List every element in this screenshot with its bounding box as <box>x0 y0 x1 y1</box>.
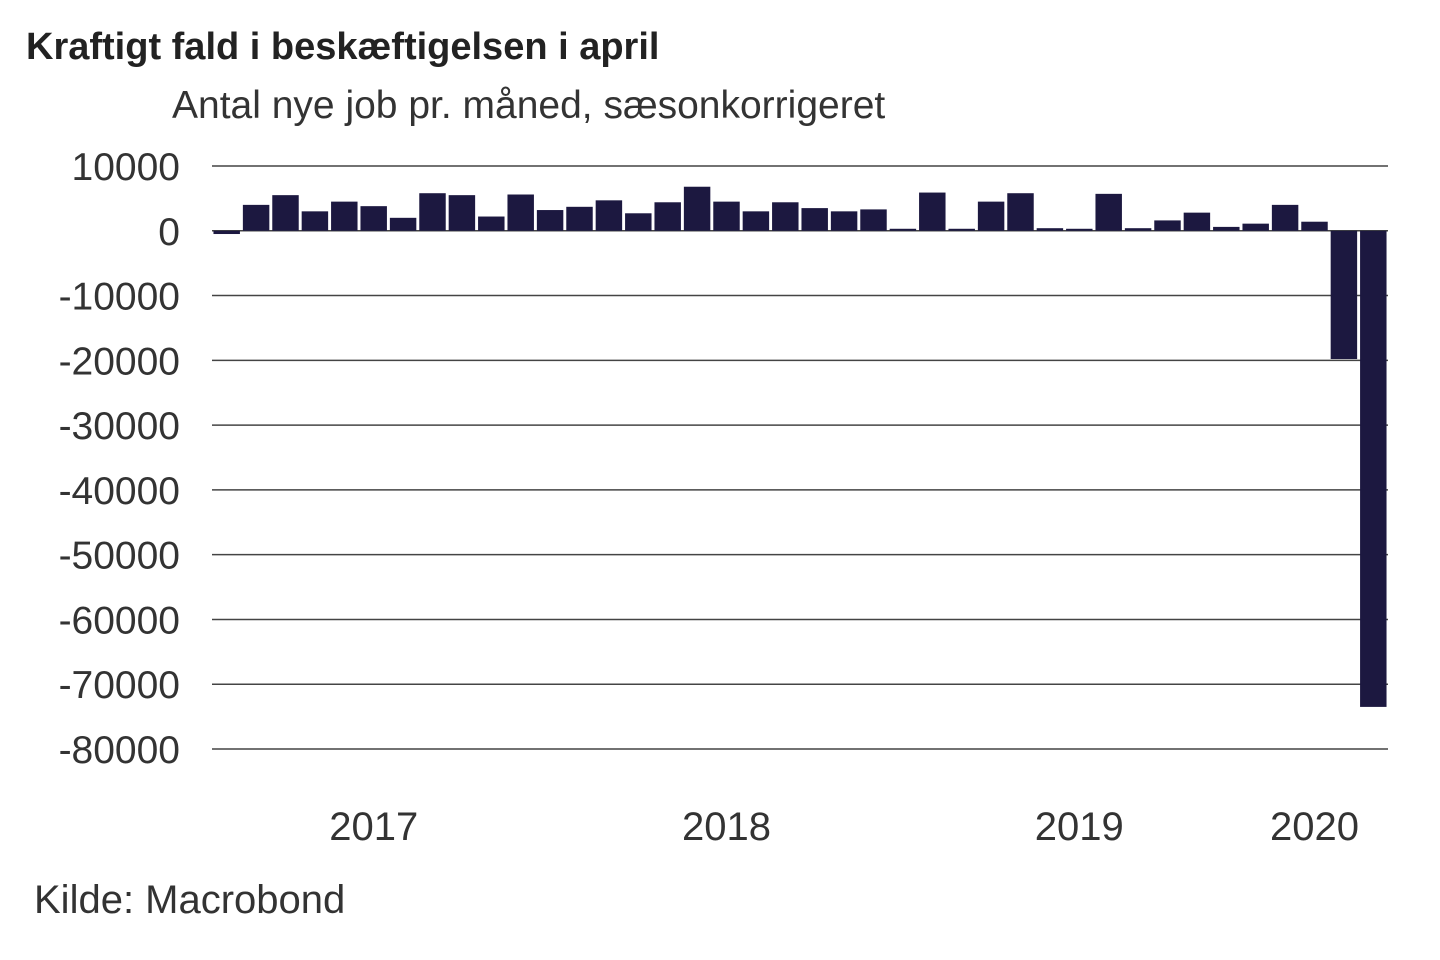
chart-title: Kraftigt fald i beskæftigelsen i april <box>26 26 660 68</box>
y-tick-label: -30000 <box>59 405 180 448</box>
x-tick-label: 2018 <box>682 805 771 849</box>
bar <box>566 206 593 231</box>
bar <box>1301 221 1328 231</box>
bar <box>1066 228 1093 231</box>
bar <box>507 194 534 231</box>
source-note: Kilde: Macrobond <box>34 878 346 922</box>
x-tick-label: 2020 <box>1270 805 1359 849</box>
bar <box>1242 223 1269 231</box>
bar <box>860 209 887 231</box>
bar <box>360 206 387 231</box>
bars <box>213 186 1387 707</box>
y-tick-label: -60000 <box>59 599 180 642</box>
y-tick-label: 10000 <box>72 146 180 189</box>
bar <box>1036 228 1064 231</box>
y-tick-label: -40000 <box>59 470 180 513</box>
bar <box>889 228 917 231</box>
bar <box>654 202 681 231</box>
y-tick-label: -70000 <box>59 664 180 707</box>
bar <box>801 208 828 231</box>
bar <box>1271 204 1299 231</box>
y-tick-label: 0 <box>158 211 180 254</box>
x-tick-label: 2017 <box>329 805 418 849</box>
bar <box>1360 230 1387 707</box>
y-tick-label: -10000 <box>59 276 180 319</box>
bar <box>772 202 799 231</box>
gridlines <box>212 165 1388 750</box>
bar <box>830 211 858 231</box>
bar <box>213 230 240 235</box>
bar <box>595 200 623 231</box>
bar <box>1124 228 1152 231</box>
bar <box>1095 193 1122 231</box>
bar <box>919 192 946 231</box>
bar <box>331 201 358 231</box>
bar <box>389 217 417 231</box>
x-axis-tick-labels: 2017 2018 2019 2020 <box>329 805 1359 849</box>
y-tick-label: -20000 <box>59 340 180 383</box>
bar <box>242 204 270 231</box>
bar <box>419 193 446 231</box>
bar <box>1154 220 1181 231</box>
y-axis-tick-labels: 10000 0 -10000 -20000 -30000 -40000 -50000 -600… <box>59 146 180 772</box>
bar <box>625 213 652 231</box>
bar <box>478 216 505 231</box>
bar <box>272 195 299 231</box>
y-tick-label: -80000 <box>59 729 180 772</box>
chart-subtitle: Antal nye job pr. måned, sæsonkorrigeret <box>172 84 886 127</box>
bar <box>977 201 1005 231</box>
bar <box>536 210 564 231</box>
bar <box>1183 212 1211 231</box>
x-tick-label: 2019 <box>1035 805 1124 849</box>
bar <box>713 201 740 231</box>
bar <box>683 186 711 231</box>
y-tick-label: -50000 <box>59 535 180 578</box>
bar <box>742 211 770 231</box>
bar <box>1007 193 1034 231</box>
bar <box>301 211 329 231</box>
bar <box>1213 226 1240 231</box>
bar <box>948 228 975 231</box>
bar <box>448 195 476 231</box>
bar <box>1330 230 1358 360</box>
